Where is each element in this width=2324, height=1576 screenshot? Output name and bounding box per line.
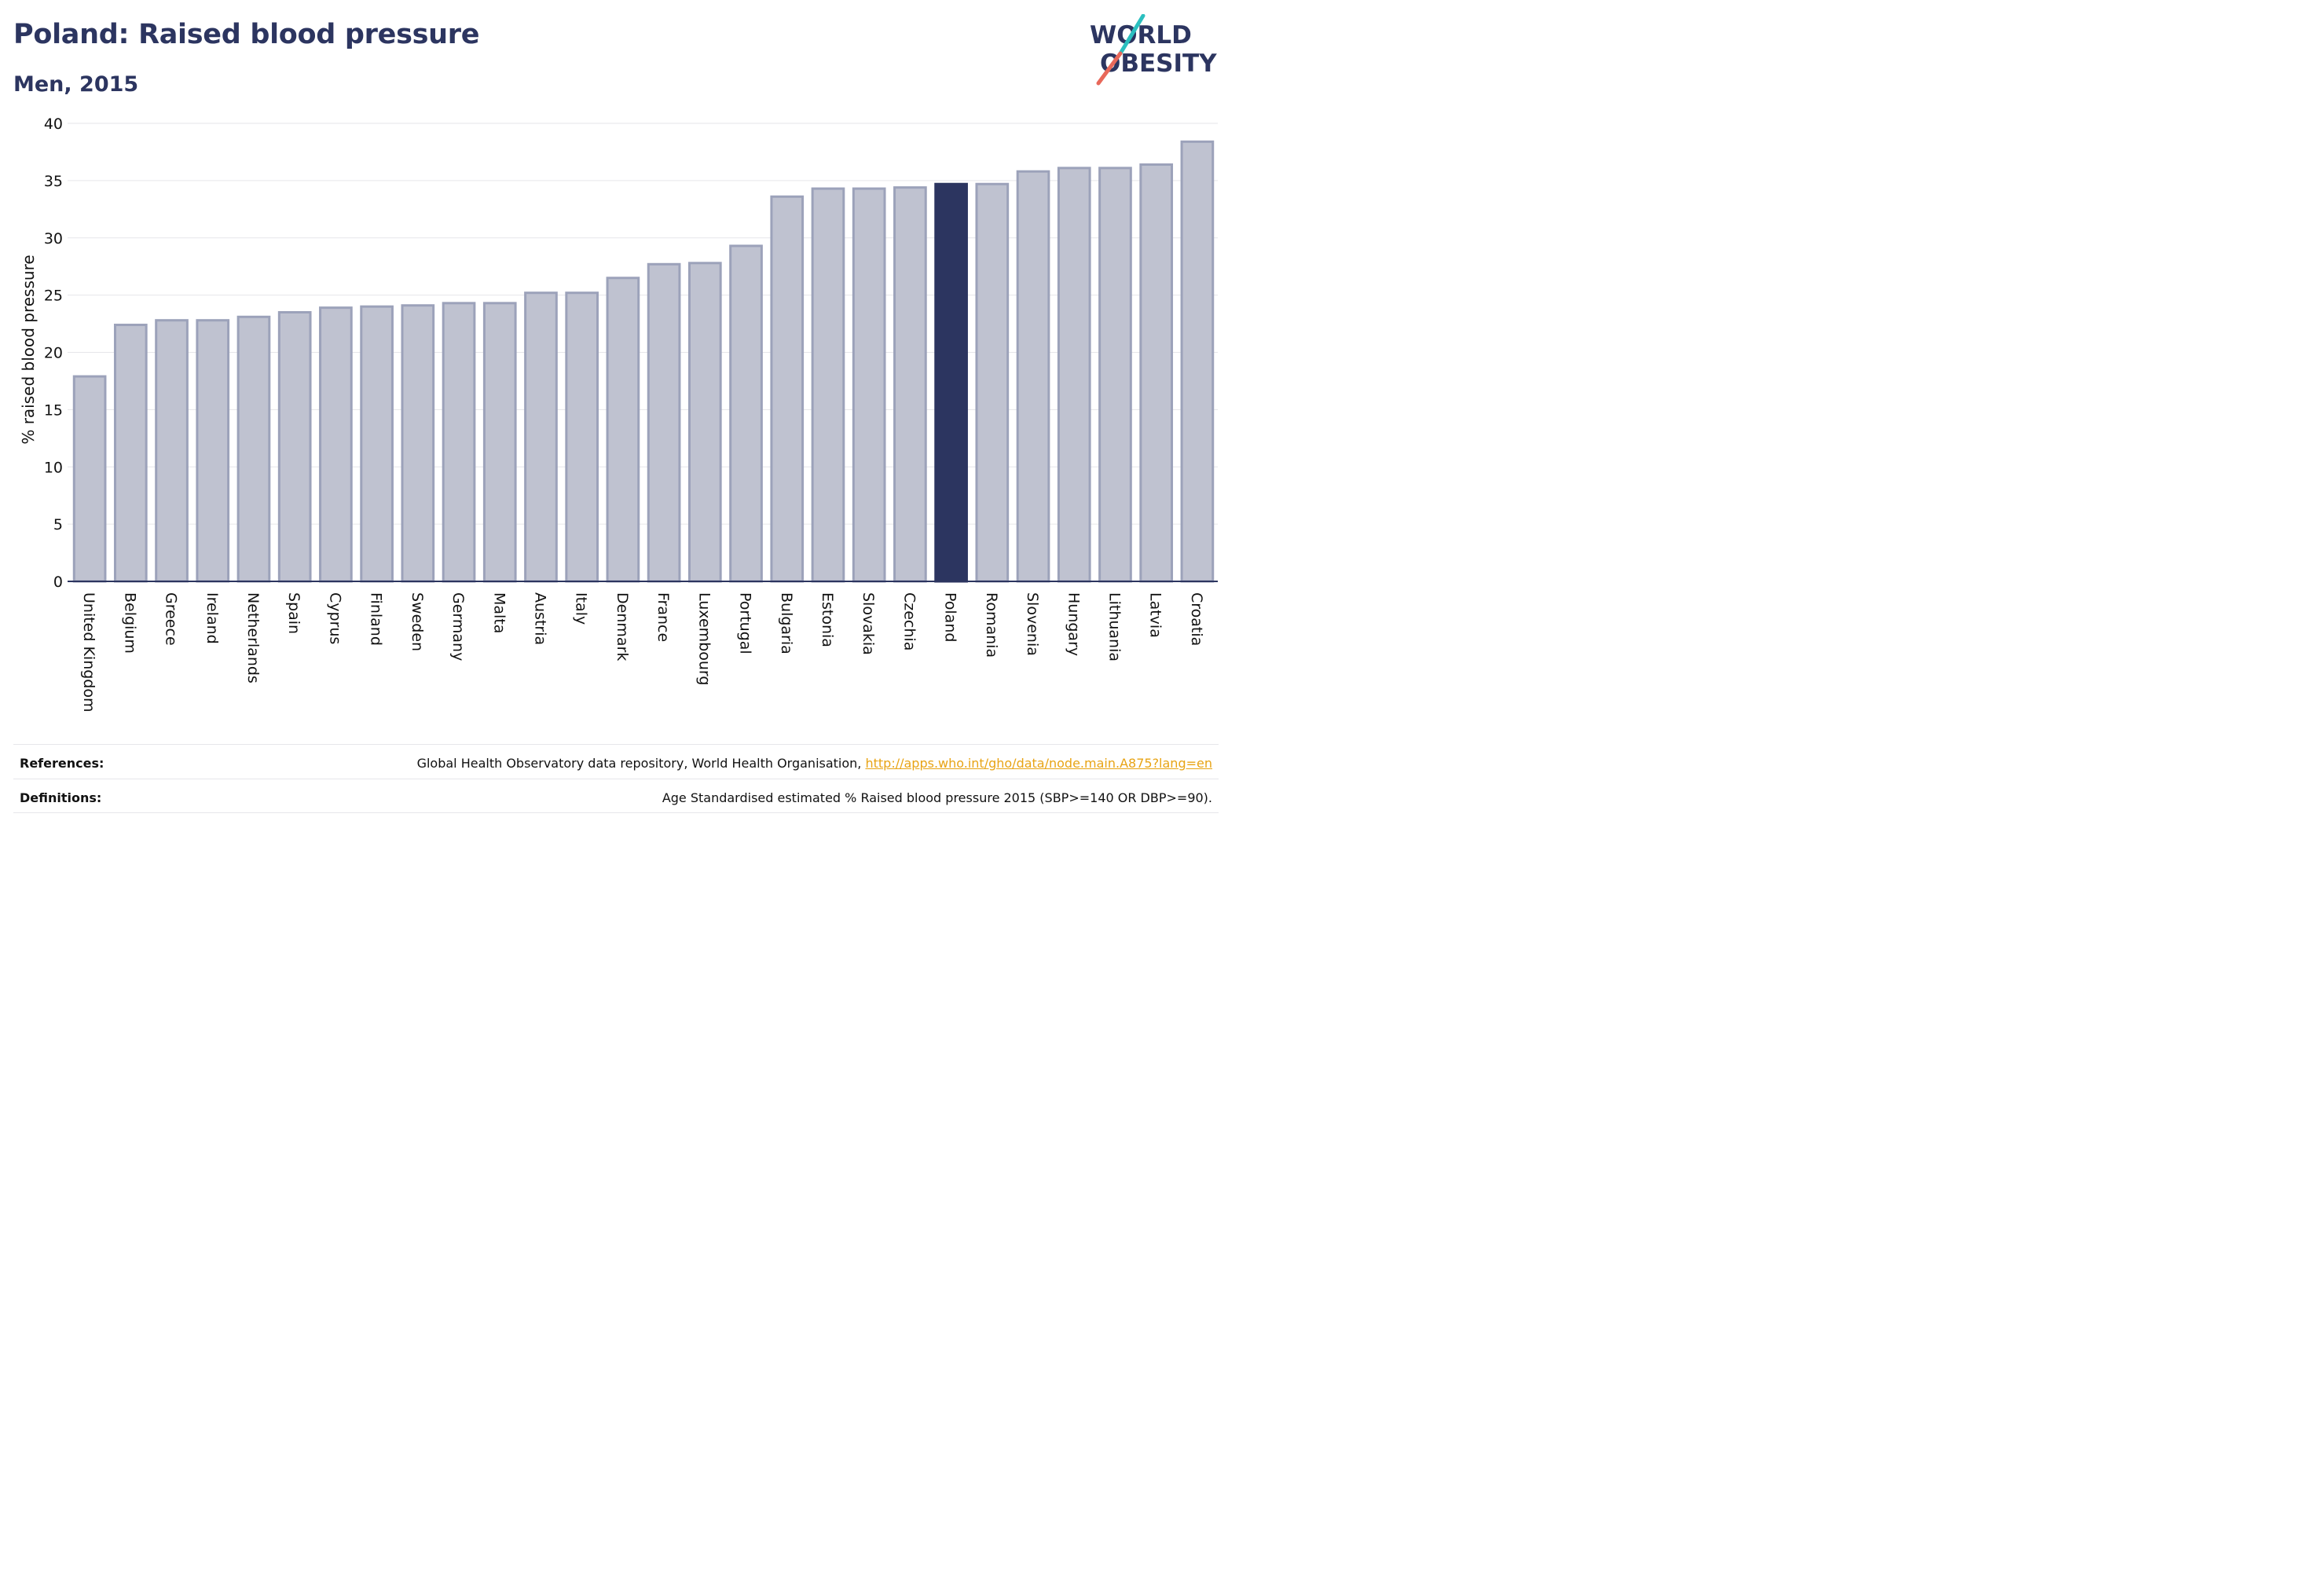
chart-subtitle: Men, 2015 [13,72,139,97]
definitions-value: Age Standardised estimated % Raised bloo… [662,790,1212,805]
x-tick-label: Czechia [900,592,918,651]
bar-czechia [893,186,927,583]
x-tick-label: Croatia [1188,592,1205,646]
bar-finland [360,305,394,583]
y-tick-label: 15 [44,401,63,419]
bar-romania [975,182,1010,583]
x-tick-label: Slovenia [1024,592,1041,656]
bar-latvia [1139,163,1174,583]
bar-united-kingdom [72,375,107,583]
x-tick-label: Ireland [203,592,221,644]
x-tick-label: Malta [490,592,508,633]
bar-austria [524,291,558,583]
bar-estonia [811,187,845,583]
x-tick-label: Cyprus [326,592,343,644]
bar-hungary [1057,167,1091,583]
x-tick-label: Spain [285,592,302,634]
bar-netherlands [236,315,271,583]
y-tick-label: 25 [44,288,63,305]
x-tick-labels: United Kingdom Belgium Greece Ireland Nether… [80,592,1205,713]
x-tick-label: Poland [942,592,959,642]
footer-divider-bottom [13,812,1219,813]
x-tick-label: Luxembourg [695,592,713,685]
x-tick-label: Greece [163,592,180,646]
bar-lithuania [1098,167,1132,583]
world-obesity-logo: WORLD OBESITY [1084,14,1226,86]
bar-denmark [606,277,640,583]
bar-italy [565,291,599,583]
x-tick-label: Bulgaria [778,592,795,654]
bar-germany [442,302,476,583]
x-tick-label: Romania [983,592,1000,658]
bar-france [647,262,681,583]
bars [72,140,1215,583]
x-tick-label: France [654,592,672,642]
chart-title: Poland: Raised blood pressure [13,19,480,50]
x-tick-label: Finland [368,592,385,646]
x-tick-label: Italy [573,592,590,625]
x-tick-label: Lithuania [1105,592,1123,662]
x-tick-label: Hungary [1065,592,1082,656]
bar-poland [934,182,968,583]
y-tick-label: 40 [44,115,63,133]
y-tick-label: 35 [44,173,63,190]
x-tick-label: Portugal [737,592,754,654]
references-link[interactable]: http://apps.who.int/gho/data/node.main.A… [865,756,1212,771]
references-text: Global Health Observatory data repositor… [416,756,866,771]
bar-portugal [729,244,763,583]
bar-chart: 0 5 10 15 20 25 30 35 40 United Kingdom Belgium Gr… [44,115,1218,713]
x-tick-label: United Kingdom [80,592,97,713]
y-tick-label: 0 [53,574,63,591]
definitions-label: Definitions: [20,790,102,805]
bar-croatia [1180,140,1215,583]
x-tick-label: Germany [449,592,467,661]
x-tick-label: Latvia [1147,592,1164,638]
bar-slovenia [1016,170,1050,583]
x-tick-label: Denmark [614,592,631,661]
bar-bulgaria [770,195,805,583]
bar-slovakia [852,187,886,583]
x-tick-label: Netherlands [244,592,262,684]
y-tick-label: 20 [44,345,63,362]
footer-divider-top [13,744,1219,745]
x-tick-label: Austria [531,592,548,645]
bar-greece [155,319,189,583]
y-tick-label: 5 [53,516,63,533]
references-value: Global Health Observatory data repositor… [417,756,1212,771]
y-tick-labels: 0 5 10 15 20 25 30 35 40 [44,115,63,591]
y-tick-label: 30 [44,230,63,247]
x-tick-label: Belgium [121,592,138,654]
bar-spain [277,310,312,583]
logo-slash-icon [1096,14,1146,86]
y-tick-label: 10 [44,459,63,476]
bar-malta [482,302,517,583]
bar-cyprus [319,306,353,583]
bar-belgium [113,324,148,583]
bar-ireland [196,319,230,583]
x-tick-label: Estonia [819,592,836,647]
references-label: References: [20,756,104,771]
x-tick-label: Slovakia [860,592,877,655]
x-tick-label: Sweden [409,592,426,651]
bar-sweden [401,304,435,583]
logo-line-1: WORLD [1090,21,1192,49]
bar-luxembourg [687,262,722,583]
